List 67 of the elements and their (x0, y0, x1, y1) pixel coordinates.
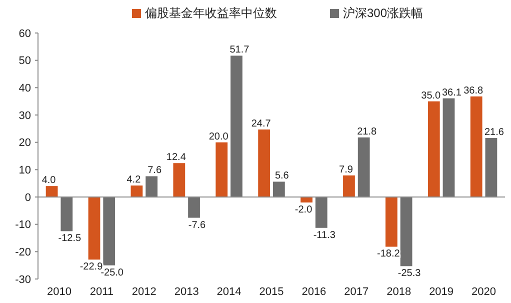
data-label: -25.0 (100, 267, 124, 278)
data-label: 12.4 (166, 152, 186, 164)
bar (470, 96, 482, 197)
data-label: 7.9 (339, 164, 354, 176)
bar (88, 197, 100, 260)
bar (442, 98, 455, 197)
y-tick-label: 20 (18, 137, 31, 150)
y-tick-label: 0 (24, 192, 31, 204)
x-tick-label: 2017 (344, 286, 369, 298)
bar (46, 186, 58, 197)
bar (258, 129, 270, 197)
x-tick-label: 2019 (429, 286, 454, 298)
y-tick-label: 10 (18, 164, 31, 177)
y-tick-label: -20 (15, 246, 31, 259)
bar (130, 186, 143, 197)
bar (400, 197, 412, 266)
data-label: -7.6 (188, 220, 206, 231)
data-label: 20.0 (208, 131, 229, 142)
data-label: -25.3 (398, 268, 422, 280)
x-tick-label: 2020 (472, 286, 496, 298)
x-tick-label: 2016 (302, 286, 326, 298)
x-tick-label: 2013 (174, 286, 199, 298)
data-label: 24.7 (251, 118, 272, 130)
data-label: 36.8 (464, 85, 484, 96)
legend-label: 偏股基金年收益率中位数 (145, 6, 277, 20)
data-label: -12.5 (58, 233, 82, 244)
bar (103, 197, 116, 266)
bar (485, 138, 498, 197)
data-label: -2.0 (294, 204, 313, 216)
bar (300, 197, 312, 202)
y-tick-label: 60 (18, 28, 31, 40)
bar (343, 175, 355, 197)
x-tick-label: 2018 (386, 286, 412, 298)
data-label: -18.2 (377, 248, 400, 260)
data-label: 7.6 (148, 165, 162, 176)
bar (216, 142, 228, 197)
bar (385, 197, 398, 247)
y-tick-label: -30 (15, 274, 31, 286)
data-label: 21.8 (357, 126, 378, 138)
data-label: 4.2 (126, 174, 142, 186)
data-label: 21.6 (484, 126, 504, 138)
y-tick-label: 50 (18, 55, 31, 68)
x-tick-label: 2010 (46, 286, 72, 298)
bar (173, 163, 186, 197)
x-tick-label: 2011 (90, 286, 114, 298)
data-label: 51.7 (230, 44, 250, 56)
data-label: 35.0 (421, 90, 442, 102)
y-tick-label: 30 (18, 110, 31, 122)
bar (230, 56, 242, 197)
x-tick-label: 2014 (216, 286, 242, 298)
data-label: -11.3 (313, 230, 336, 241)
data-label: -22.9 (80, 262, 104, 273)
legend-label: 沪深300涨跌幅 (343, 6, 424, 20)
bar (188, 197, 200, 218)
bar (146, 176, 158, 197)
bar (60, 197, 73, 232)
bar (272, 182, 285, 197)
bar (315, 197, 328, 228)
y-tick-label: 40 (18, 82, 31, 95)
data-label: 36.1 (442, 87, 462, 98)
x-tick-label: 2015 (259, 286, 284, 298)
data-label: 4.0 (42, 175, 56, 186)
bar (428, 101, 440, 197)
x-tick-label: 2012 (132, 286, 156, 298)
y-tick-label: -10 (15, 219, 31, 232)
bar (358, 137, 370, 197)
data-label: 5.6 (274, 170, 290, 182)
